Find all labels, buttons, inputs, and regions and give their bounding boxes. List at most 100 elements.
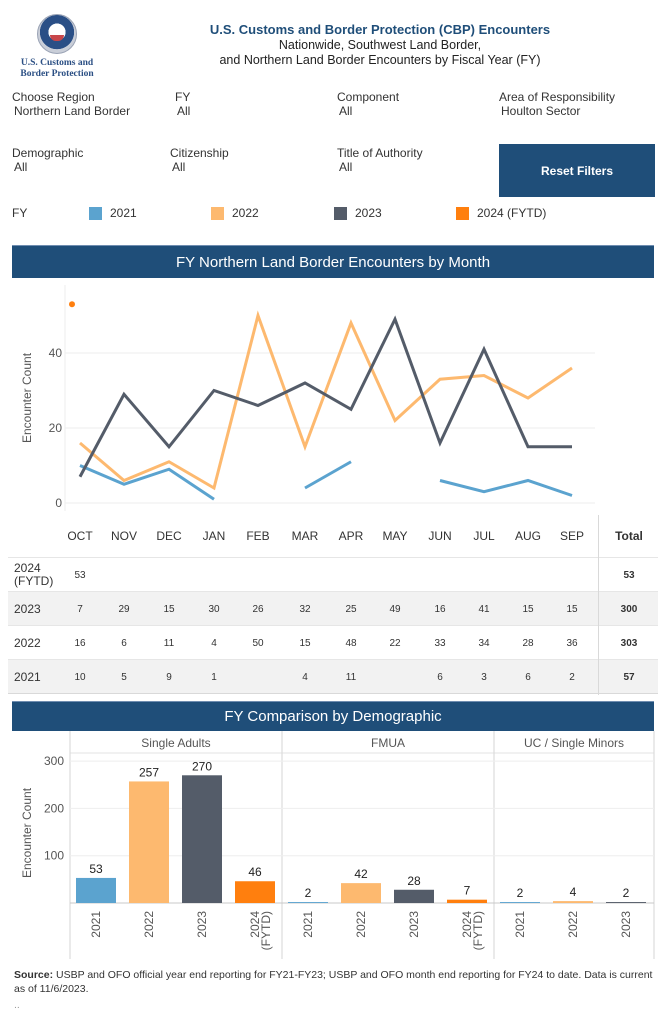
legend-label: 2023 [355, 206, 382, 220]
month-header: APR [338, 529, 364, 543]
table-cell [236, 558, 280, 592]
category-tick-label: 2023 [619, 911, 633, 938]
series-line-2023 [78, 315, 572, 478]
bar [129, 781, 169, 903]
y-axis-label: Encounter Count [20, 787, 34, 878]
table-cell: 6 [525, 671, 531, 683]
table-cell: 2 [569, 671, 575, 683]
source-note: Source: USBP and OFO official year end r… [14, 968, 654, 1012]
filter-value[interactable]: Houlton Sector [501, 104, 581, 118]
y-tick-label: 40 [49, 346, 63, 360]
category-tick-label: 2021 [513, 911, 527, 938]
category-tick-label: 2022 [354, 911, 368, 938]
month-header: JUL [473, 529, 495, 543]
bar [182, 775, 222, 903]
table-cell [462, 558, 506, 592]
monthly-table: OCT NOV DEC JAN FEB MAR APR MAY JUN JUL AUG SEP Tota… [8, 515, 658, 695]
table-cell: 6 [121, 637, 127, 649]
bar [235, 881, 275, 903]
table-cell: 15 [522, 603, 534, 615]
table-cell [192, 558, 236, 592]
y-tick-label: 300 [44, 754, 64, 768]
row-label-year: 2024 [14, 561, 41, 575]
bar-value-label: 28 [407, 874, 421, 888]
filter-label: Component [337, 90, 400, 104]
table-cell: 29 [118, 603, 130, 615]
row-total: 57 [623, 671, 635, 683]
filter-component[interactable]: Component All [337, 90, 399, 118]
row-label-year: 2022 [14, 635, 41, 650]
legend-title: FY [12, 206, 28, 220]
source-label: Source: [14, 969, 54, 981]
panel-title: FMUA [371, 736, 405, 750]
panel-title: UC / Single Minors [524, 736, 624, 750]
logo-text-line2: Border Protection [20, 69, 94, 79]
table-cell [506, 558, 550, 592]
month-header: AUG [514, 529, 541, 543]
filter-value[interactable]: Northern Land Border [14, 104, 131, 118]
category-tick-label: 2024 [460, 911, 474, 938]
logo-text: U.S. Customs and Border Protection [18, 58, 96, 80]
table-header: OCT NOV DEC JAN FEB MAR APR MAY JUN JUL AUG SEP Tota… [8, 515, 658, 557]
filter-title-of-authority[interactable]: Title of Authority All [337, 146, 423, 174]
series-line-2021 [79, 464, 215, 501]
table-cell: 32 [299, 603, 311, 615]
row-total: 303 [620, 637, 638, 649]
table-cell: 30 [208, 603, 220, 615]
table-cell: 15 [299, 637, 311, 649]
legend-item-2022[interactable]: 2022 [211, 206, 259, 220]
row-total: 53 [623, 569, 635, 581]
table-cell [236, 660, 280, 694]
month-header: NOV [110, 529, 137, 543]
row-label: 2023 [14, 592, 41, 626]
table-cell: 10 [74, 671, 86, 683]
legend-item-2024-fytd[interactable]: 2024 (FYTD) [456, 206, 546, 220]
legend-label: 2021 [110, 206, 137, 220]
bar [394, 889, 434, 903]
page-title: U.S. Customs and Border Protection (CBP)… [209, 22, 551, 37]
source-trailer: .. [14, 999, 20, 1011]
filter-label: Area of Responsibility [499, 90, 616, 104]
row-label-wrap: 2021 [14, 670, 41, 684]
filter-fy[interactable]: FY All [175, 90, 190, 118]
series-line-2022 [79, 310, 573, 491]
bar [553, 901, 593, 903]
cbp-logo: U.S. Customs and Border Protection [18, 14, 96, 80]
filter-value[interactable]: All [339, 160, 353, 174]
table-cell: 48 [345, 637, 357, 649]
bar-value-label: 53 [89, 862, 103, 876]
month-header: OCT [67, 529, 93, 543]
bar-value-label: 7 [464, 884, 471, 898]
month-header: MAR [291, 529, 319, 543]
filter-value[interactable]: All [14, 160, 28, 174]
bar [500, 902, 540, 903]
legend-swatch [456, 206, 469, 220]
filter-value[interactable]: All [172, 160, 186, 174]
table-row: 2024 (FYTD) 53 53 [8, 557, 658, 591]
filter-value[interactable]: All [177, 104, 191, 118]
bar-value-label: 46 [248, 865, 262, 879]
table-row: 2023 7 29 15 30 26 32 25 49 16 41 15 15 300 [8, 591, 658, 625]
table-cell: 7 [77, 603, 83, 615]
filter-demographic[interactable]: Demographic All [12, 146, 83, 174]
table-cell: 4 [302, 671, 308, 683]
filter-area-of-responsibility[interactable]: Area of Responsibility Houlton Sector [499, 90, 615, 118]
legend-item-2021[interactable]: 2021 [89, 206, 137, 220]
demographic-chart-banner: FY Comparison by Demographic [12, 701, 654, 731]
row-label-wrap: 2024 (FYTD) [14, 562, 53, 588]
month-header: DEC [156, 529, 182, 543]
series-point-2024-fytd- [69, 301, 75, 308]
category-tick-label: 2023 [195, 911, 209, 938]
row-label-wrap: 2023 [14, 602, 41, 616]
filter-citizenship[interactable]: Citizenship All [170, 146, 229, 174]
filter-region[interactable]: Choose Region Northern Land Border [12, 90, 130, 118]
bar-value-label: 2 [305, 886, 312, 900]
legend-item-2023[interactable]: 2023 [334, 206, 382, 220]
category-tick-label: 2021 [301, 911, 315, 938]
table-cell: 36 [566, 637, 578, 649]
reset-filters-button[interactable]: Reset Filters [499, 144, 655, 197]
category-tick-label: 2021 [89, 911, 103, 938]
filter-value[interactable]: All [339, 104, 353, 118]
table-cell: 25 [345, 603, 357, 615]
y-tick-label: 200 [44, 801, 64, 815]
